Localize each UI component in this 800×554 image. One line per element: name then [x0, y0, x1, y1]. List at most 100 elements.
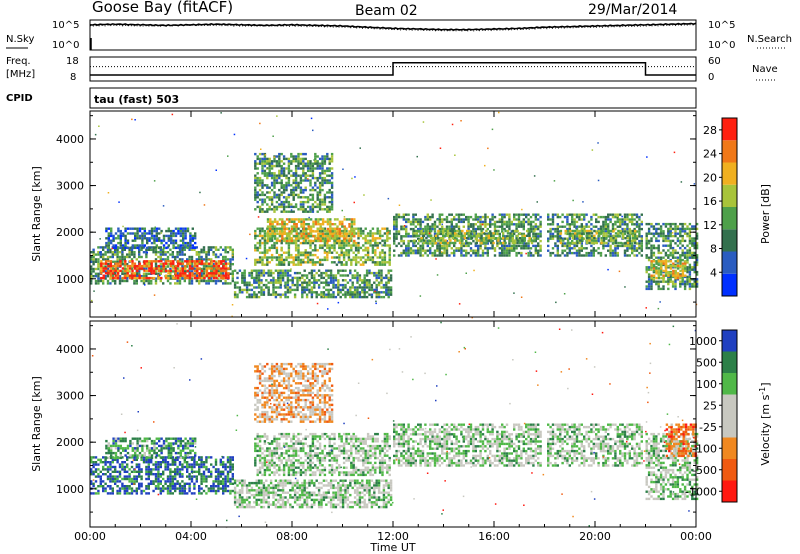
power-cell-r9-151	[580, 218, 583, 221]
power-cell-r7-249	[445, 225, 449, 228]
power-cell-r8-111	[485, 239, 488, 242]
power-cell-r0-160	[126, 263, 129, 266]
power-cell-r4-383	[345, 249, 348, 252]
power-cell-r7-377	[472, 249, 475, 252]
power-cell-r6-314	[302, 172, 305, 175]
power-cell-r3-14	[238, 286, 242, 289]
power-cell-r7-194	[433, 237, 437, 240]
power-cell-r4-396	[347, 258, 351, 262]
power-cell-r7-655	[532, 220, 535, 224]
power-cell-r0-532	[214, 279, 218, 283]
power-cell-r5-209	[338, 230, 342, 233]
power-cell-r4-387	[345, 263, 348, 266]
power-cell-r9-192	[590, 215, 593, 219]
power-cell-r7-639	[527, 244, 530, 248]
power-cell-r4-541	[383, 244, 387, 247]
power-cell-r3-195	[296, 283, 299, 287]
power-cell-r10-87	[614, 241, 618, 245]
power-cell-r3-381	[356, 281, 359, 284]
power-cell-r7-104	[414, 249, 417, 252]
power-cell-r8-67	[454, 239, 457, 242]
power-cell-r0-2	[90, 258, 93, 261]
power-cell-r12-19	[657, 272, 661, 275]
power-cell-r4-152	[290, 256, 293, 259]
power-cell-r9-303	[614, 249, 617, 252]
power-cell-r6-413	[318, 172, 322, 175]
power-cell-r11-234	[679, 232, 682, 235]
power-cell-r0-62	[104, 246, 107, 249]
power-cell-r8-99	[480, 232, 483, 235]
power-cell-r11-165	[669, 225, 672, 228]
power-cell-r4-482	[369, 244, 372, 247]
power-cell-r7-534	[505, 235, 509, 238]
power-cell-r9-124	[575, 215, 579, 219]
power-cell-r2-158	[170, 241, 173, 245]
power-cell-r7-21	[395, 232, 398, 236]
power-cell-r0-63	[104, 251, 107, 254]
power-cell-r4-25	[258, 251, 262, 254]
power-scatter-96	[316, 302, 319, 305]
power-cell-r3-209	[301, 293, 304, 296]
power-cell-r9-407	[635, 249, 639, 252]
power-cell-r6-374	[311, 188, 315, 192]
power-cell-r0-260	[152, 248, 155, 251]
power-cell-r7-80	[409, 247, 413, 250]
power-cell-r5-214	[341, 223, 344, 226]
power-cell-r5-197	[333, 237, 337, 240]
power-cell-r4-191	[299, 237, 303, 240]
power-cell-r3-427	[368, 293, 371, 296]
power-cell-r6-387	[314, 167, 317, 170]
power-cell-r2-75	[136, 229, 139, 233]
power-cell-r8-173	[530, 241, 534, 245]
power-cell-r10-67	[602, 239, 606, 242]
power-cell-r2-180	[179, 234, 182, 238]
power-cell-r10-21	[576, 229, 579, 233]
power-cell-r6-164	[278, 198, 281, 201]
power-cell-r9-295	[614, 215, 617, 219]
power-cell-r2-89	[141, 237, 144, 240]
power-cell-r6-398	[316, 167, 319, 170]
power-cell-r5-204	[336, 235, 339, 238]
power-cell-r4-401	[350, 237, 353, 240]
power-scatter-106	[310, 117, 313, 120]
power-cell-r3-43	[248, 293, 251, 296]
power-cell-r4-284	[323, 229, 327, 233]
power-cell-r9-209	[592, 247, 595, 250]
power-cell-r10-1	[559, 232, 563, 235]
power-cell-r6-453	[323, 193, 327, 197]
power-scatter-71	[618, 270, 621, 273]
power-cell-r3-163	[286, 269, 290, 272]
power-cell-r4-174	[294, 263, 298, 266]
power-cell-r6-99	[268, 186, 271, 189]
power-cell-r3-443	[375, 283, 378, 287]
power-cell-r5-155	[319, 237, 322, 240]
power-cell-r5-89	[295, 235, 298, 238]
power-cell-r2-155	[170, 234, 173, 238]
power-cell-r2-61	[129, 246, 132, 250]
power-cell-r9-122	[573, 251, 576, 255]
power-cell-r7-295	[455, 223, 458, 226]
power-cell-r3-201	[298, 283, 302, 287]
power-cell-r6-108	[270, 167, 274, 170]
power-cell-r7-329	[462, 225, 465, 228]
power-cell-r6-353	[309, 164, 312, 168]
power-cell-r9-139	[578, 218, 581, 221]
power-cell-r12-13	[655, 269, 658, 273]
power-cell-r1-55	[126, 264, 129, 268]
power-cell-r1-129	[162, 264, 165, 268]
power-cell-r1-207	[198, 267, 201, 270]
power-cell-r0-290	[159, 255, 162, 259]
power-cell-r1-124	[157, 276, 161, 280]
power-cell-r6-61	[261, 208, 264, 211]
power-cell-r5-141	[317, 220, 320, 223]
power-cell-r11-76	[655, 246, 658, 250]
power-cell-r3-493	[389, 279, 393, 282]
power-cell-r0-248	[147, 282, 150, 285]
power-cell-r3-303	[332, 274, 335, 277]
power-cell-r4-447	[359, 258, 363, 262]
power-cell-r6-476	[328, 169, 331, 173]
power-cell-r4-86	[273, 244, 276, 247]
power-cell-r7-107	[417, 220, 420, 224]
power-cell-r10-113	[634, 239, 637, 242]
power-cell-r7-201	[436, 225, 439, 228]
